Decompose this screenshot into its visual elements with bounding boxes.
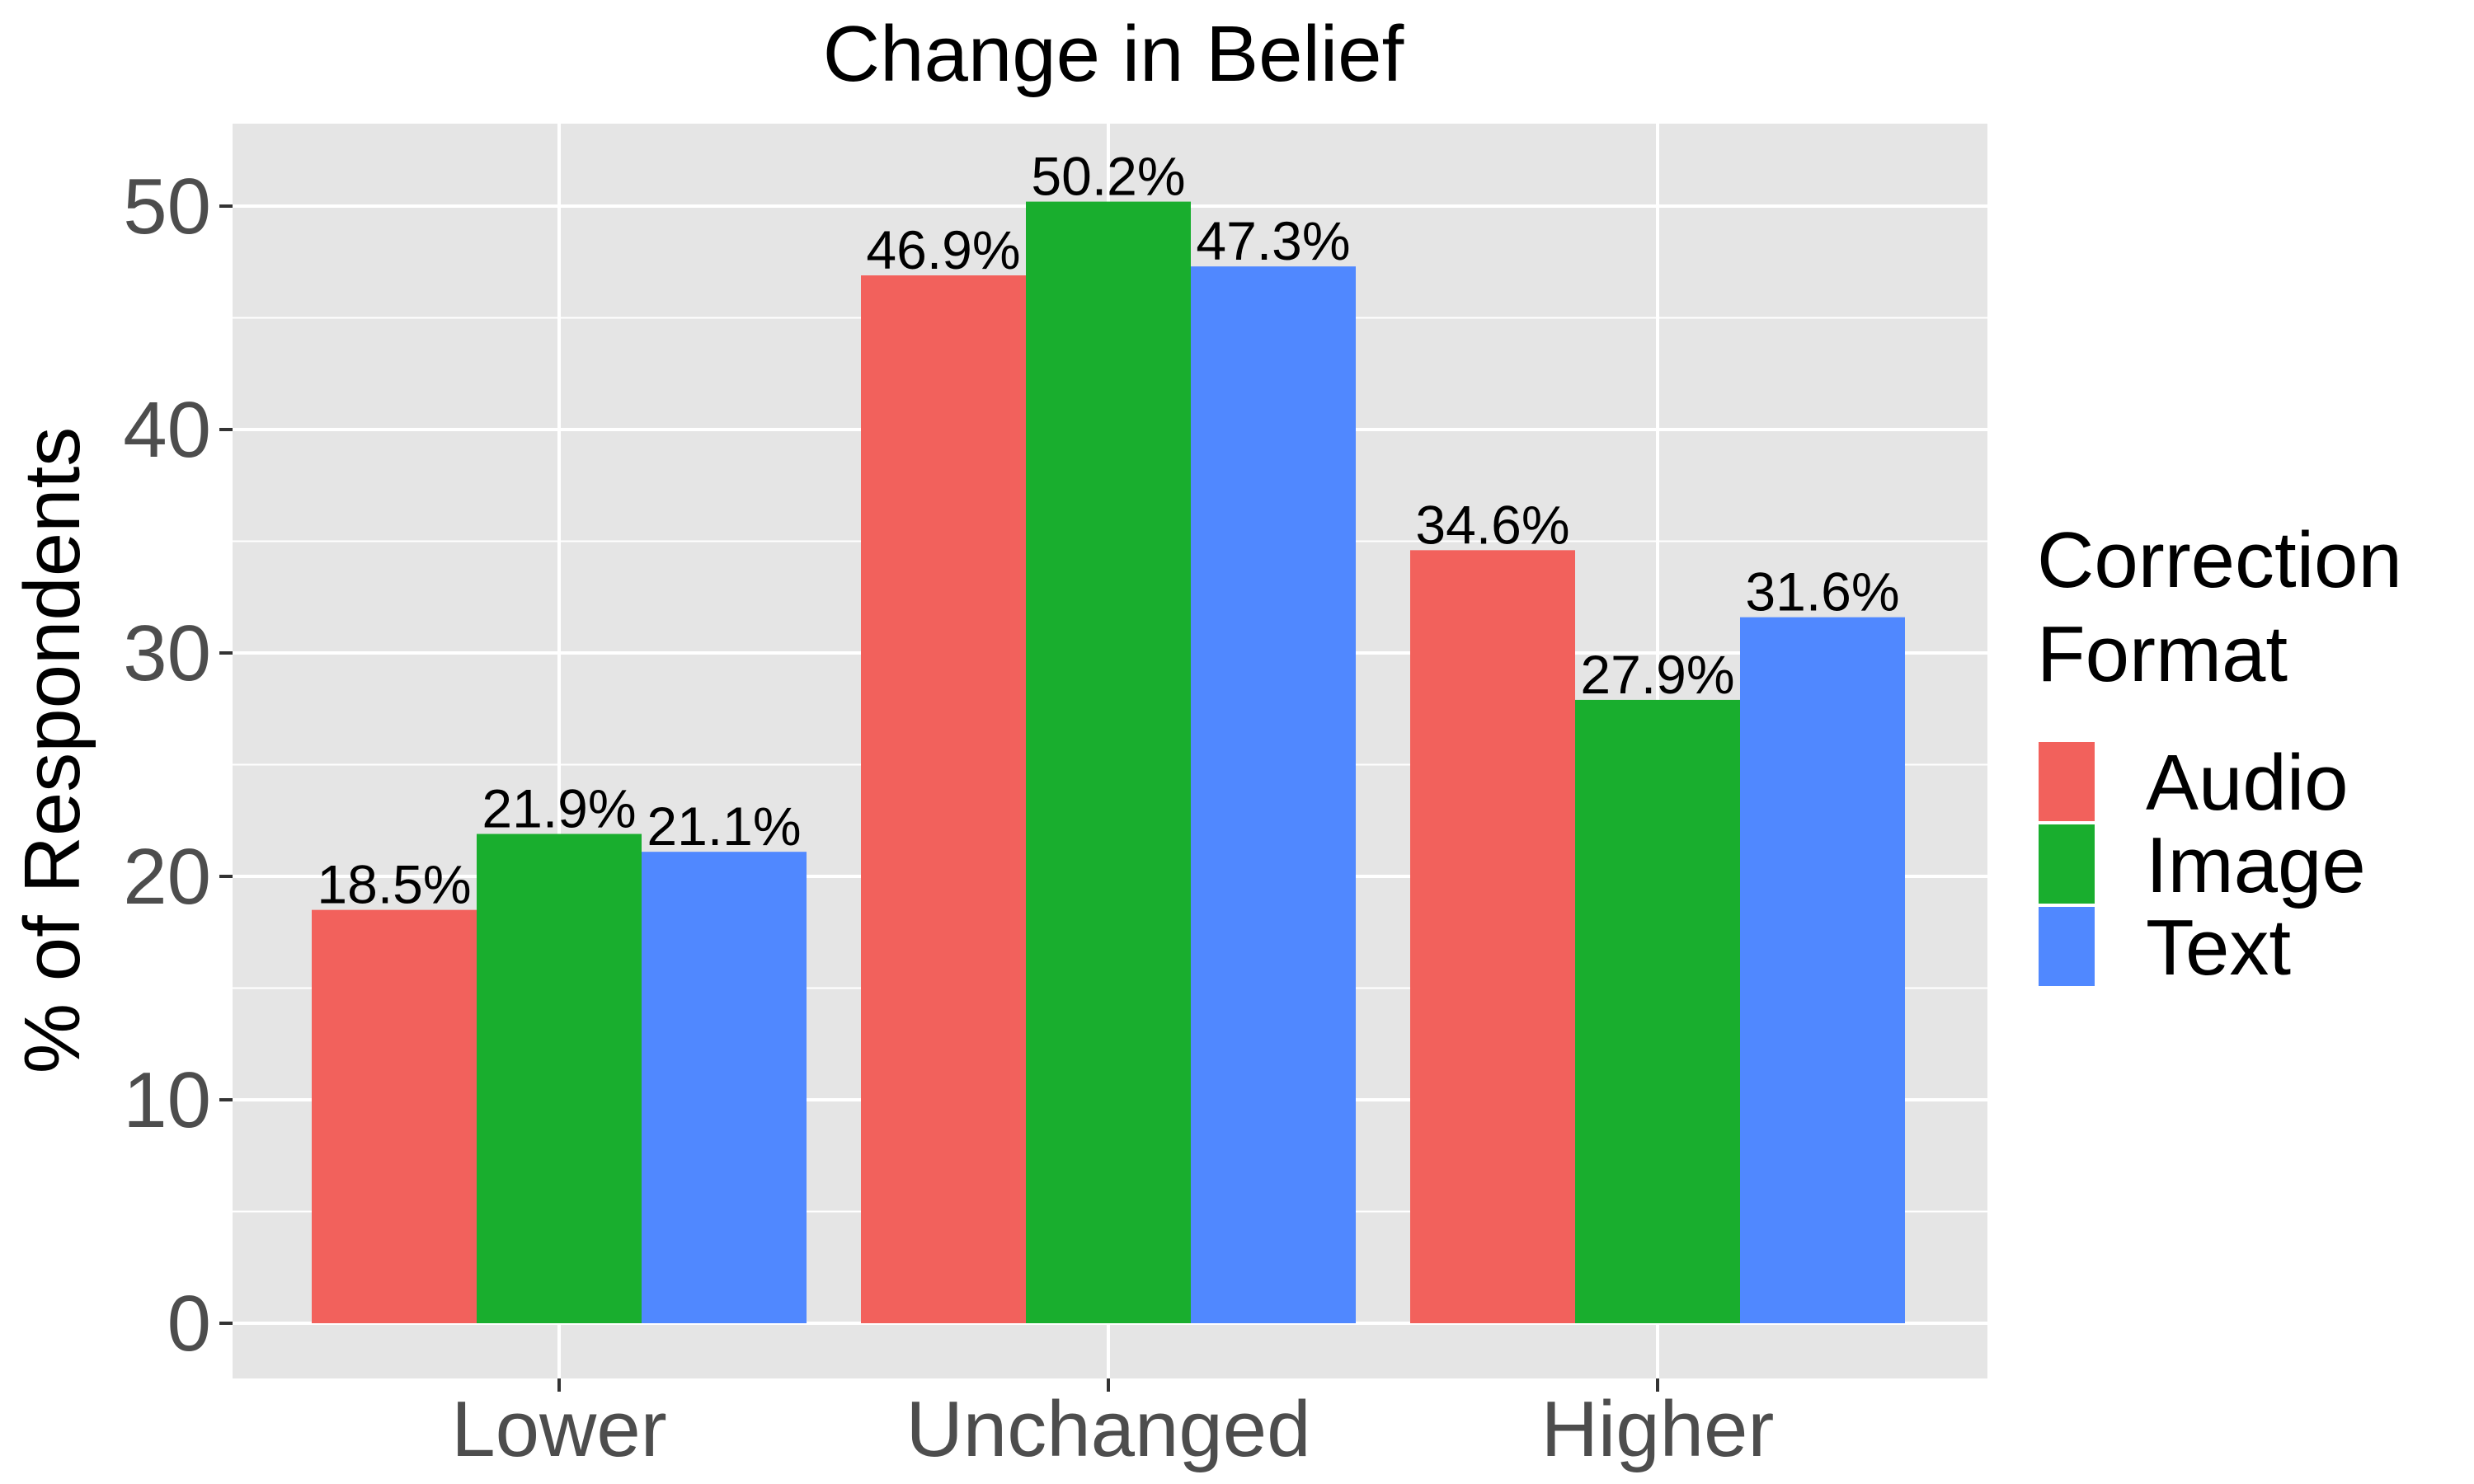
x-axis: Lower Unchanged Higher: [451, 1378, 1774, 1473]
y-tick-label: 20: [123, 833, 211, 921]
bar-audio: [1410, 550, 1575, 1323]
bar-text: [642, 852, 807, 1323]
data-label: 18.5%: [317, 854, 471, 915]
bar-audio: [861, 275, 1026, 1323]
legend-key-text: [2035, 904, 2098, 989]
chart-title: Change in Belief: [823, 10, 1404, 98]
legend-label: Audio: [2146, 739, 2349, 827]
legend-label: Image: [2146, 821, 2366, 909]
bar-image: [1575, 699, 1740, 1323]
bar-image: [477, 834, 642, 1323]
legend-label: Text: [2146, 904, 2291, 992]
legend-title: Format: [2037, 610, 2288, 698]
legend-title: Correction: [2037, 516, 2402, 604]
data-label: 34.6%: [1415, 494, 1569, 555]
data-label: 21.1%: [647, 796, 801, 857]
bar-text: [1740, 617, 1905, 1323]
legend-key-image: [2035, 821, 2098, 907]
y-axis: 0 10 20 30 40 50: [123, 162, 233, 1368]
x-tick-label: Lower: [451, 1385, 666, 1473]
x-tick-label: Unchanged: [905, 1385, 1310, 1473]
data-label: 46.9%: [866, 219, 1020, 280]
data-label: 21.9%: [482, 778, 636, 839]
data-label: 47.3%: [1196, 210, 1350, 271]
bar-audio: [312, 909, 477, 1323]
x-tick-label: Higher: [1541, 1385, 1775, 1473]
bar-image: [1026, 201, 1191, 1324]
y-tick-label: 40: [123, 386, 211, 474]
data-label: 31.6%: [1745, 561, 1899, 622]
bar-text: [1191, 266, 1356, 1323]
y-tick-label: 10: [123, 1056, 211, 1144]
y-tick-label: 0: [167, 1280, 211, 1368]
data-label: 50.2%: [1031, 146, 1185, 207]
y-tick-label: 30: [123, 609, 211, 697]
y-axis-title: % of Respondents: [8, 427, 96, 1074]
y-tick-label: 50: [123, 162, 211, 251]
bar-labels: 18.5% 46.9% 34.6% 21.9% 50.2% 27.9% 21.1% 47.3%…: [317, 146, 1899, 915]
legend-key-audio: [2035, 739, 2098, 824]
bars: [312, 201, 1905, 1324]
data-label: 27.9%: [1580, 644, 1734, 705]
